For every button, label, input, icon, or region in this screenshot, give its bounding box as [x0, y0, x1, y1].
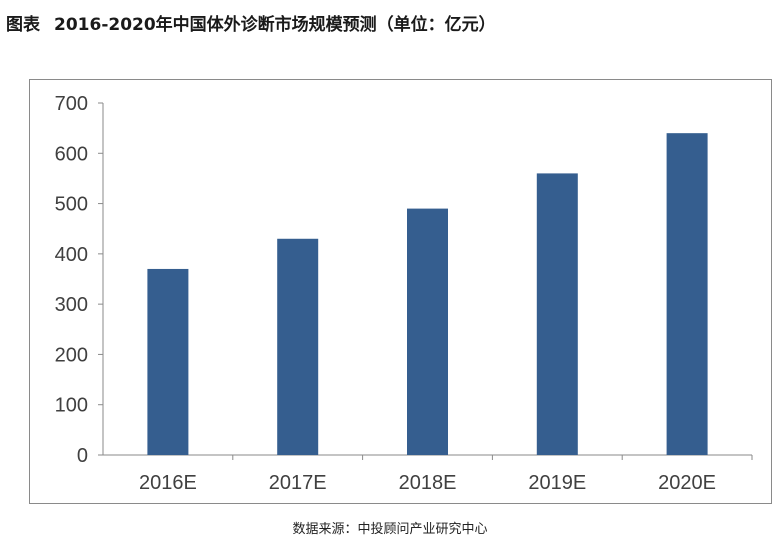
y-tick-label: 0 — [77, 445, 88, 467]
bar-chart: 0 100 200 300 400 500 600 700 2016E 2017E 2018E 201… — [55, 93, 753, 494]
bar-2018E — [407, 208, 448, 455]
y-tick-label: 500 — [55, 194, 88, 216]
y-tick-label: 300 — [55, 294, 88, 316]
x-tick-label: 2020E — [658, 472, 716, 494]
x-tick-label: 2019E — [528, 472, 586, 494]
x-tick-label: 2017E — [269, 472, 327, 494]
source-note: 数据来源：中投顾问产业研究中心 — [292, 522, 488, 537]
figure-title-text: 2016-2020年中国体外诊断市场规模预测（单位：亿元） — [54, 15, 496, 35]
x-tick-label: 2016E — [139, 472, 197, 494]
y-tick-label: 100 — [55, 395, 88, 417]
bar-2019E — [536, 173, 578, 455]
y-tick-label: 700 — [55, 93, 88, 115]
y-tick-label: 200 — [55, 344, 88, 366]
bar-2020E — [666, 133, 708, 455]
y-tick-label: 600 — [55, 143, 88, 165]
chart-frame: 0 100 200 300 400 500 600 700 2016E 2017E 2018E 201… — [29, 79, 772, 504]
bar-2016E — [147, 268, 189, 455]
bar-2017E — [277, 238, 319, 455]
figure-label: 图表 — [6, 15, 40, 35]
figure-title: 图表 2016-2020年中国体外诊断市场规模预测（单位：亿元） — [6, 10, 496, 35]
y-tick-label: 400 — [55, 244, 88, 266]
x-tick-label: 2018E — [399, 472, 457, 494]
